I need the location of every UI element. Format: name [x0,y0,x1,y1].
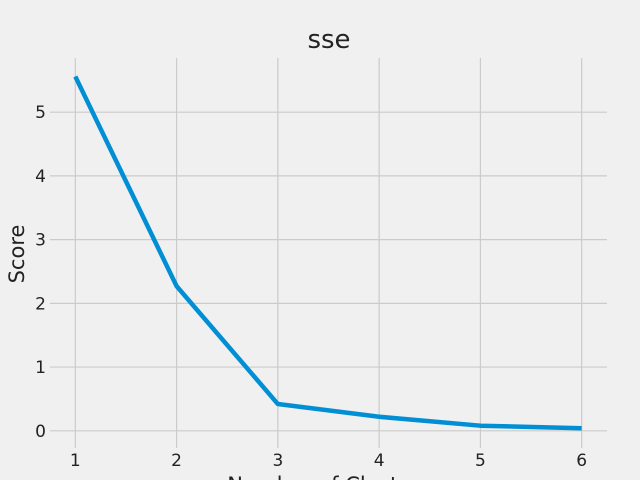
y-tick-label: 1 [35,358,46,378]
y-axis-label: Score [5,225,29,284]
x-tick-label: 3 [272,451,283,471]
x-tick-label: 4 [374,451,385,471]
line [73,75,582,431]
y-tick-label: 3 [35,231,46,251]
chart-title: sse [307,25,350,55]
y-tick-label: 4 [35,167,46,187]
y-tick-label: 2 [35,294,46,314]
y-tick-label: 5 [35,103,46,123]
x-tick-label: 5 [475,451,486,471]
x-tick-label: 2 [171,451,182,471]
x-tick-label: 6 [576,451,587,471]
x-tick-label: 1 [70,451,81,471]
x-axis-label: Number of Clusters [227,473,430,480]
y-tick-label: 0 [35,422,46,442]
